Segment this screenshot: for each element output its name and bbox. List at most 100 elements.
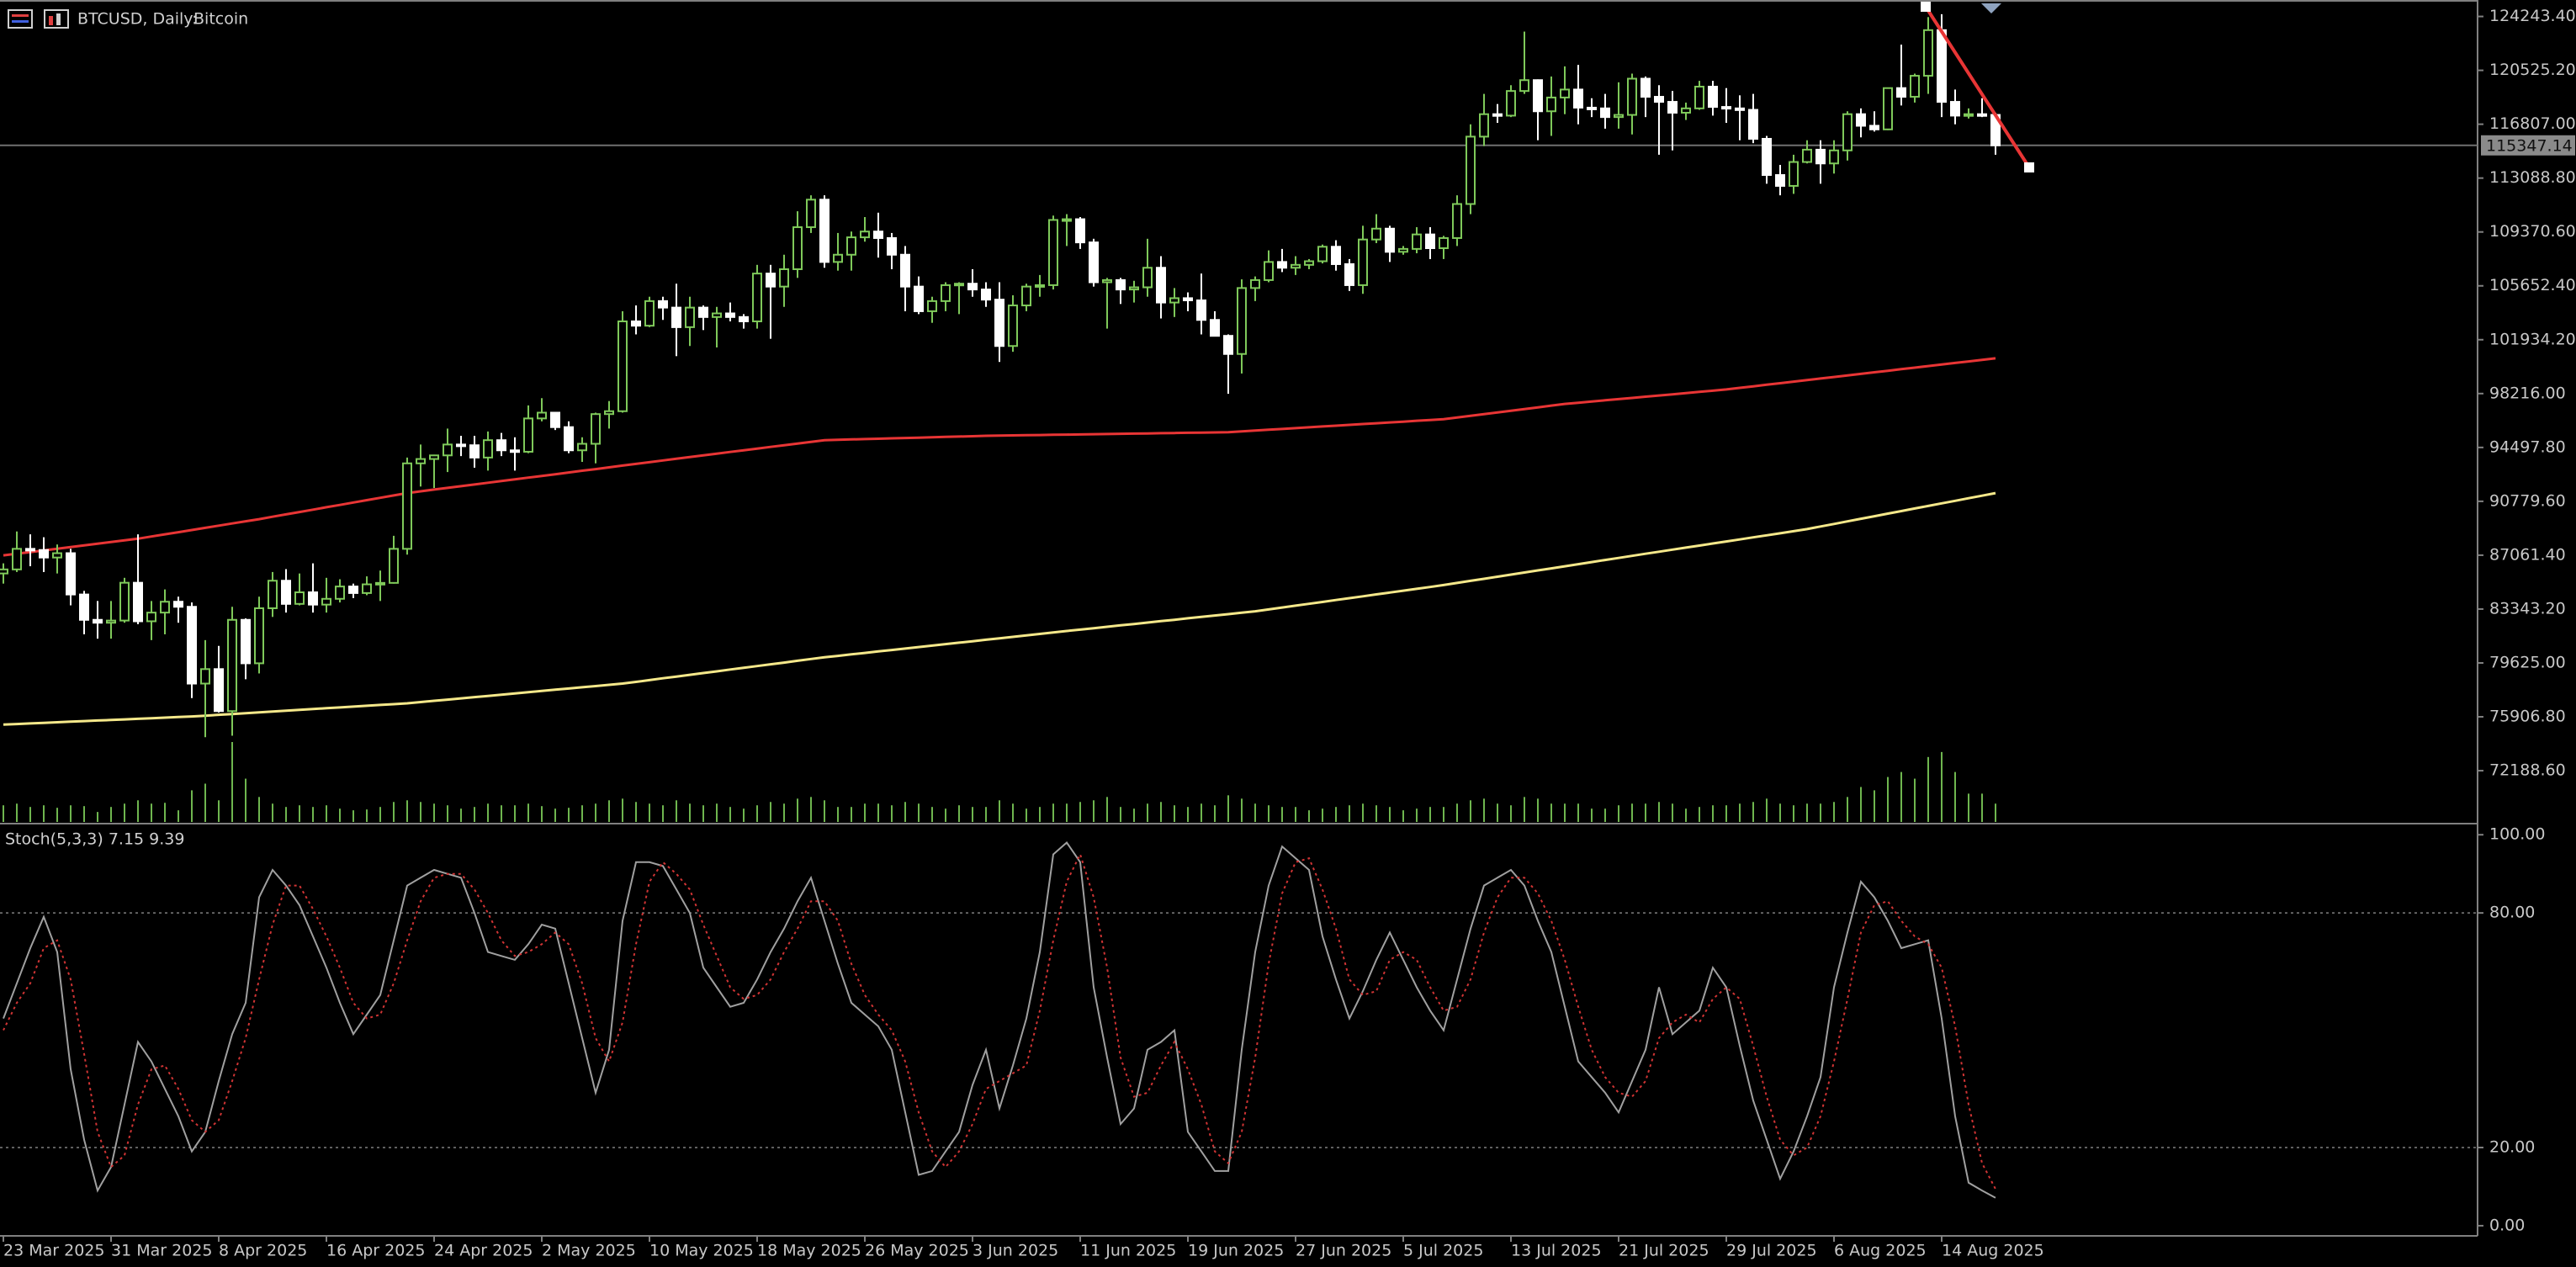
- candle-body: [1264, 261, 1274, 281]
- candle-body: [496, 439, 506, 452]
- x-tick-label: 29 Jul 2025: [1726, 1242, 1817, 1260]
- candle-body: [1291, 263, 1301, 269]
- y-tick-label: 75906.80: [2489, 708, 2566, 726]
- candle-body: [1587, 106, 1597, 110]
- candle-body: [819, 199, 830, 263]
- icon-chart[interactable]: [44, 9, 69, 29]
- candle-body: [1237, 287, 1247, 355]
- y-tick-label: 124243.40: [2489, 7, 2576, 25]
- icon-list[interactable]: [8, 9, 33, 29]
- candle-body: [39, 549, 49, 559]
- candle-body: [806, 199, 816, 229]
- candle-body: [1102, 278, 1112, 284]
- candle-body: [214, 668, 224, 713]
- candle-body: [1789, 161, 1799, 187]
- candle-body: [160, 601, 170, 614]
- candle-body: [146, 612, 156, 623]
- candle-body: [1317, 246, 1328, 262]
- candle-body: [133, 581, 143, 623]
- candle-body: [1008, 305, 1018, 347]
- x-tick-label: 11 Jun 2025: [1080, 1242, 1176, 1260]
- candle-body: [1627, 77, 1637, 116]
- candle-body: [1035, 284, 1045, 288]
- candle-body: [1667, 101, 1678, 114]
- candle-body: [1546, 96, 1556, 113]
- candle-body: [308, 591, 318, 606]
- shift-marker[interactable]: [1981, 3, 2001, 13]
- y-tick-label: 120525.20: [2489, 61, 2576, 79]
- last-price-label: 115347.14: [2486, 136, 2573, 155]
- trend-line-handle[interactable]: [2024, 162, 2034, 172]
- candle-body: [1492, 113, 1503, 117]
- candle-body: [200, 668, 210, 685]
- candle-body: [671, 306, 681, 328]
- y-tick-label: 83343.20: [2489, 599, 2566, 618]
- candle-body: [1398, 247, 1408, 253]
- trend-line-segment[interactable]: [1924, 5, 2031, 169]
- y-tick-label: 100.00: [2489, 825, 2545, 844]
- candle-body: [1910, 75, 1920, 98]
- x-tick-label: 13 Jul 2025: [1511, 1242, 1602, 1260]
- candle-body: [1062, 218, 1072, 222]
- candle-body: [1075, 218, 1085, 244]
- last-price-box: [2481, 135, 2575, 156]
- candle-body: [752, 273, 762, 322]
- candle-body: [644, 300, 655, 327]
- y-tick-label: 90779.60: [2489, 491, 2566, 510]
- x-tick-label: 8 Apr 2025: [219, 1242, 307, 1260]
- x-tick-label: 5 Jul 2025: [1403, 1242, 1483, 1260]
- x-tick-label: 21 Jul 2025: [1619, 1242, 1709, 1260]
- candle-body: [725, 312, 735, 318]
- candle-body: [1560, 88, 1570, 98]
- candle-body: [1210, 319, 1220, 337]
- candle-body: [617, 320, 628, 412]
- candle-body: [1250, 278, 1260, 289]
- candle-body: [846, 236, 856, 256]
- y-tick-label: 94497.80: [2489, 437, 2566, 456]
- candle-body: [1923, 29, 1933, 77]
- y-tick-label: 105652.40: [2489, 276, 2576, 294]
- x-tick-label: 16 Apr 2025: [326, 1242, 425, 1260]
- candle-body: [941, 284, 951, 302]
- candle-body: [1883, 87, 1893, 130]
- candle-body: [1412, 233, 1422, 250]
- candle-body: [1600, 107, 1610, 119]
- candle-body: [375, 581, 385, 586]
- trend-line-handle[interactable]: [1921, 2, 1931, 12]
- candle-body: [1950, 101, 1960, 117]
- candle-body: [93, 618, 103, 624]
- candle-body: [1842, 113, 1852, 151]
- candle-body: [1533, 79, 1543, 113]
- candle-body: [604, 410, 614, 416]
- candle-body: [483, 439, 493, 459]
- candle-body: [833, 253, 843, 263]
- candle-body: [739, 315, 749, 322]
- candle-body: [1116, 278, 1126, 291]
- candle-body: [362, 583, 372, 594]
- candle-body: [1371, 227, 1381, 241]
- y-tick-label: 101934.20: [2489, 330, 2576, 348]
- x-tick-label: 31 Mar 2025: [111, 1242, 212, 1260]
- candle-body: [1694, 85, 1704, 109]
- candle-body: [1896, 87, 1906, 98]
- candle-body: [1721, 106, 1731, 110]
- candle-body: [1748, 109, 1758, 140]
- moving-average: [3, 491, 1996, 726]
- x-tick-label: 6 Aug 2025: [1834, 1242, 1927, 1260]
- x-tick-label: 10 May 2025: [649, 1242, 754, 1260]
- candle-body: [954, 283, 964, 287]
- candle-body: [1735, 107, 1745, 111]
- moving-average: [3, 357, 1996, 557]
- candle-body: [1344, 262, 1354, 286]
- y-tick-label: 87061.40: [2489, 545, 2566, 564]
- candle-body: [550, 411, 560, 428]
- trend-line[interactable]: [1921, 2, 2034, 172]
- candle-body: [1169, 297, 1179, 304]
- candle-body: [294, 591, 305, 605]
- candle-body: [79, 593, 89, 621]
- y-tick-label: 98216.00: [2489, 384, 2566, 402]
- candle-body: [66, 552, 76, 596]
